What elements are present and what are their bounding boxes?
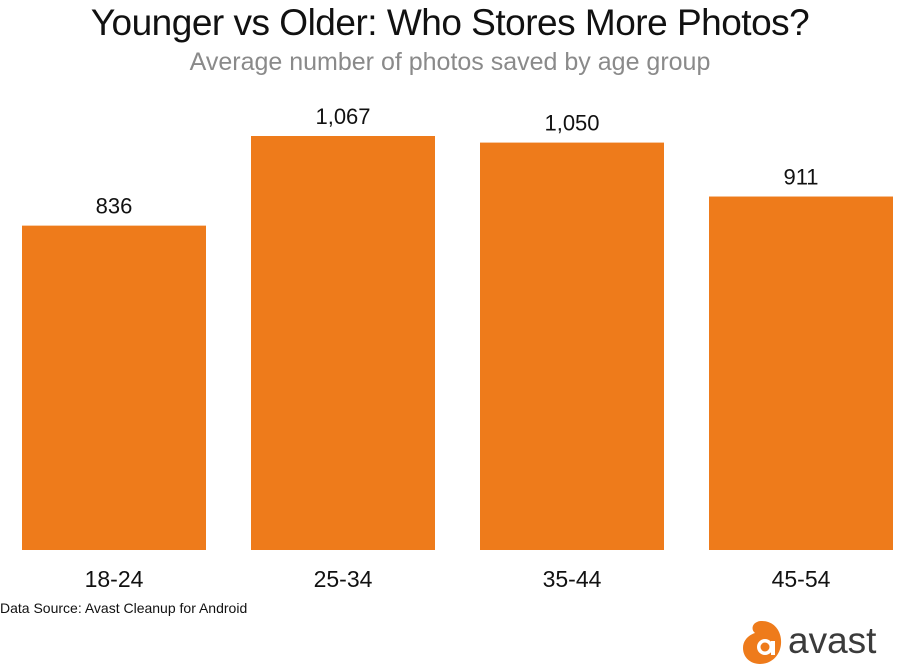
bar-18-24 — [22, 225, 206, 551]
avast-logo: avast — [738, 618, 898, 668]
bars-layer — [22, 136, 893, 551]
value-label-25-34: 1,067 — [315, 104, 370, 129]
bar-chart: 836 1,067 1,050 911 18-24 25-34 35-44 45-54 — [22, 104, 893, 592]
data-source-note: Data Source: Avast Cleanup for Android — [0, 600, 248, 616]
x-tick-45-54: 45-54 — [772, 566, 831, 592]
chart-title: Younger vs Older: Who Stores More Photos… — [90, 2, 810, 43]
bar-35-44 — [480, 142, 664, 550]
bar-45-54 — [709, 196, 893, 551]
avast-logo-icon — [743, 621, 782, 664]
x-tick-labels-layer: 18-24 25-34 35-44 45-54 — [85, 566, 831, 592]
x-tick-35-44: 35-44 — [543, 566, 602, 592]
value-label-35-44: 1,050 — [544, 111, 599, 136]
x-tick-18-24: 18-24 — [85, 566, 144, 592]
value-label-45-54: 911 — [783, 165, 818, 190]
avast-logo-text: avast — [788, 620, 877, 661]
value-label-18-24: 836 — [96, 194, 133, 219]
value-labels-layer: 836 1,067 1,050 911 — [96, 104, 819, 219]
chart-subtitle: Average number of photos saved by age gr… — [189, 48, 711, 76]
x-tick-25-34: 25-34 — [314, 566, 373, 592]
bar-25-34 — [251, 136, 435, 550]
